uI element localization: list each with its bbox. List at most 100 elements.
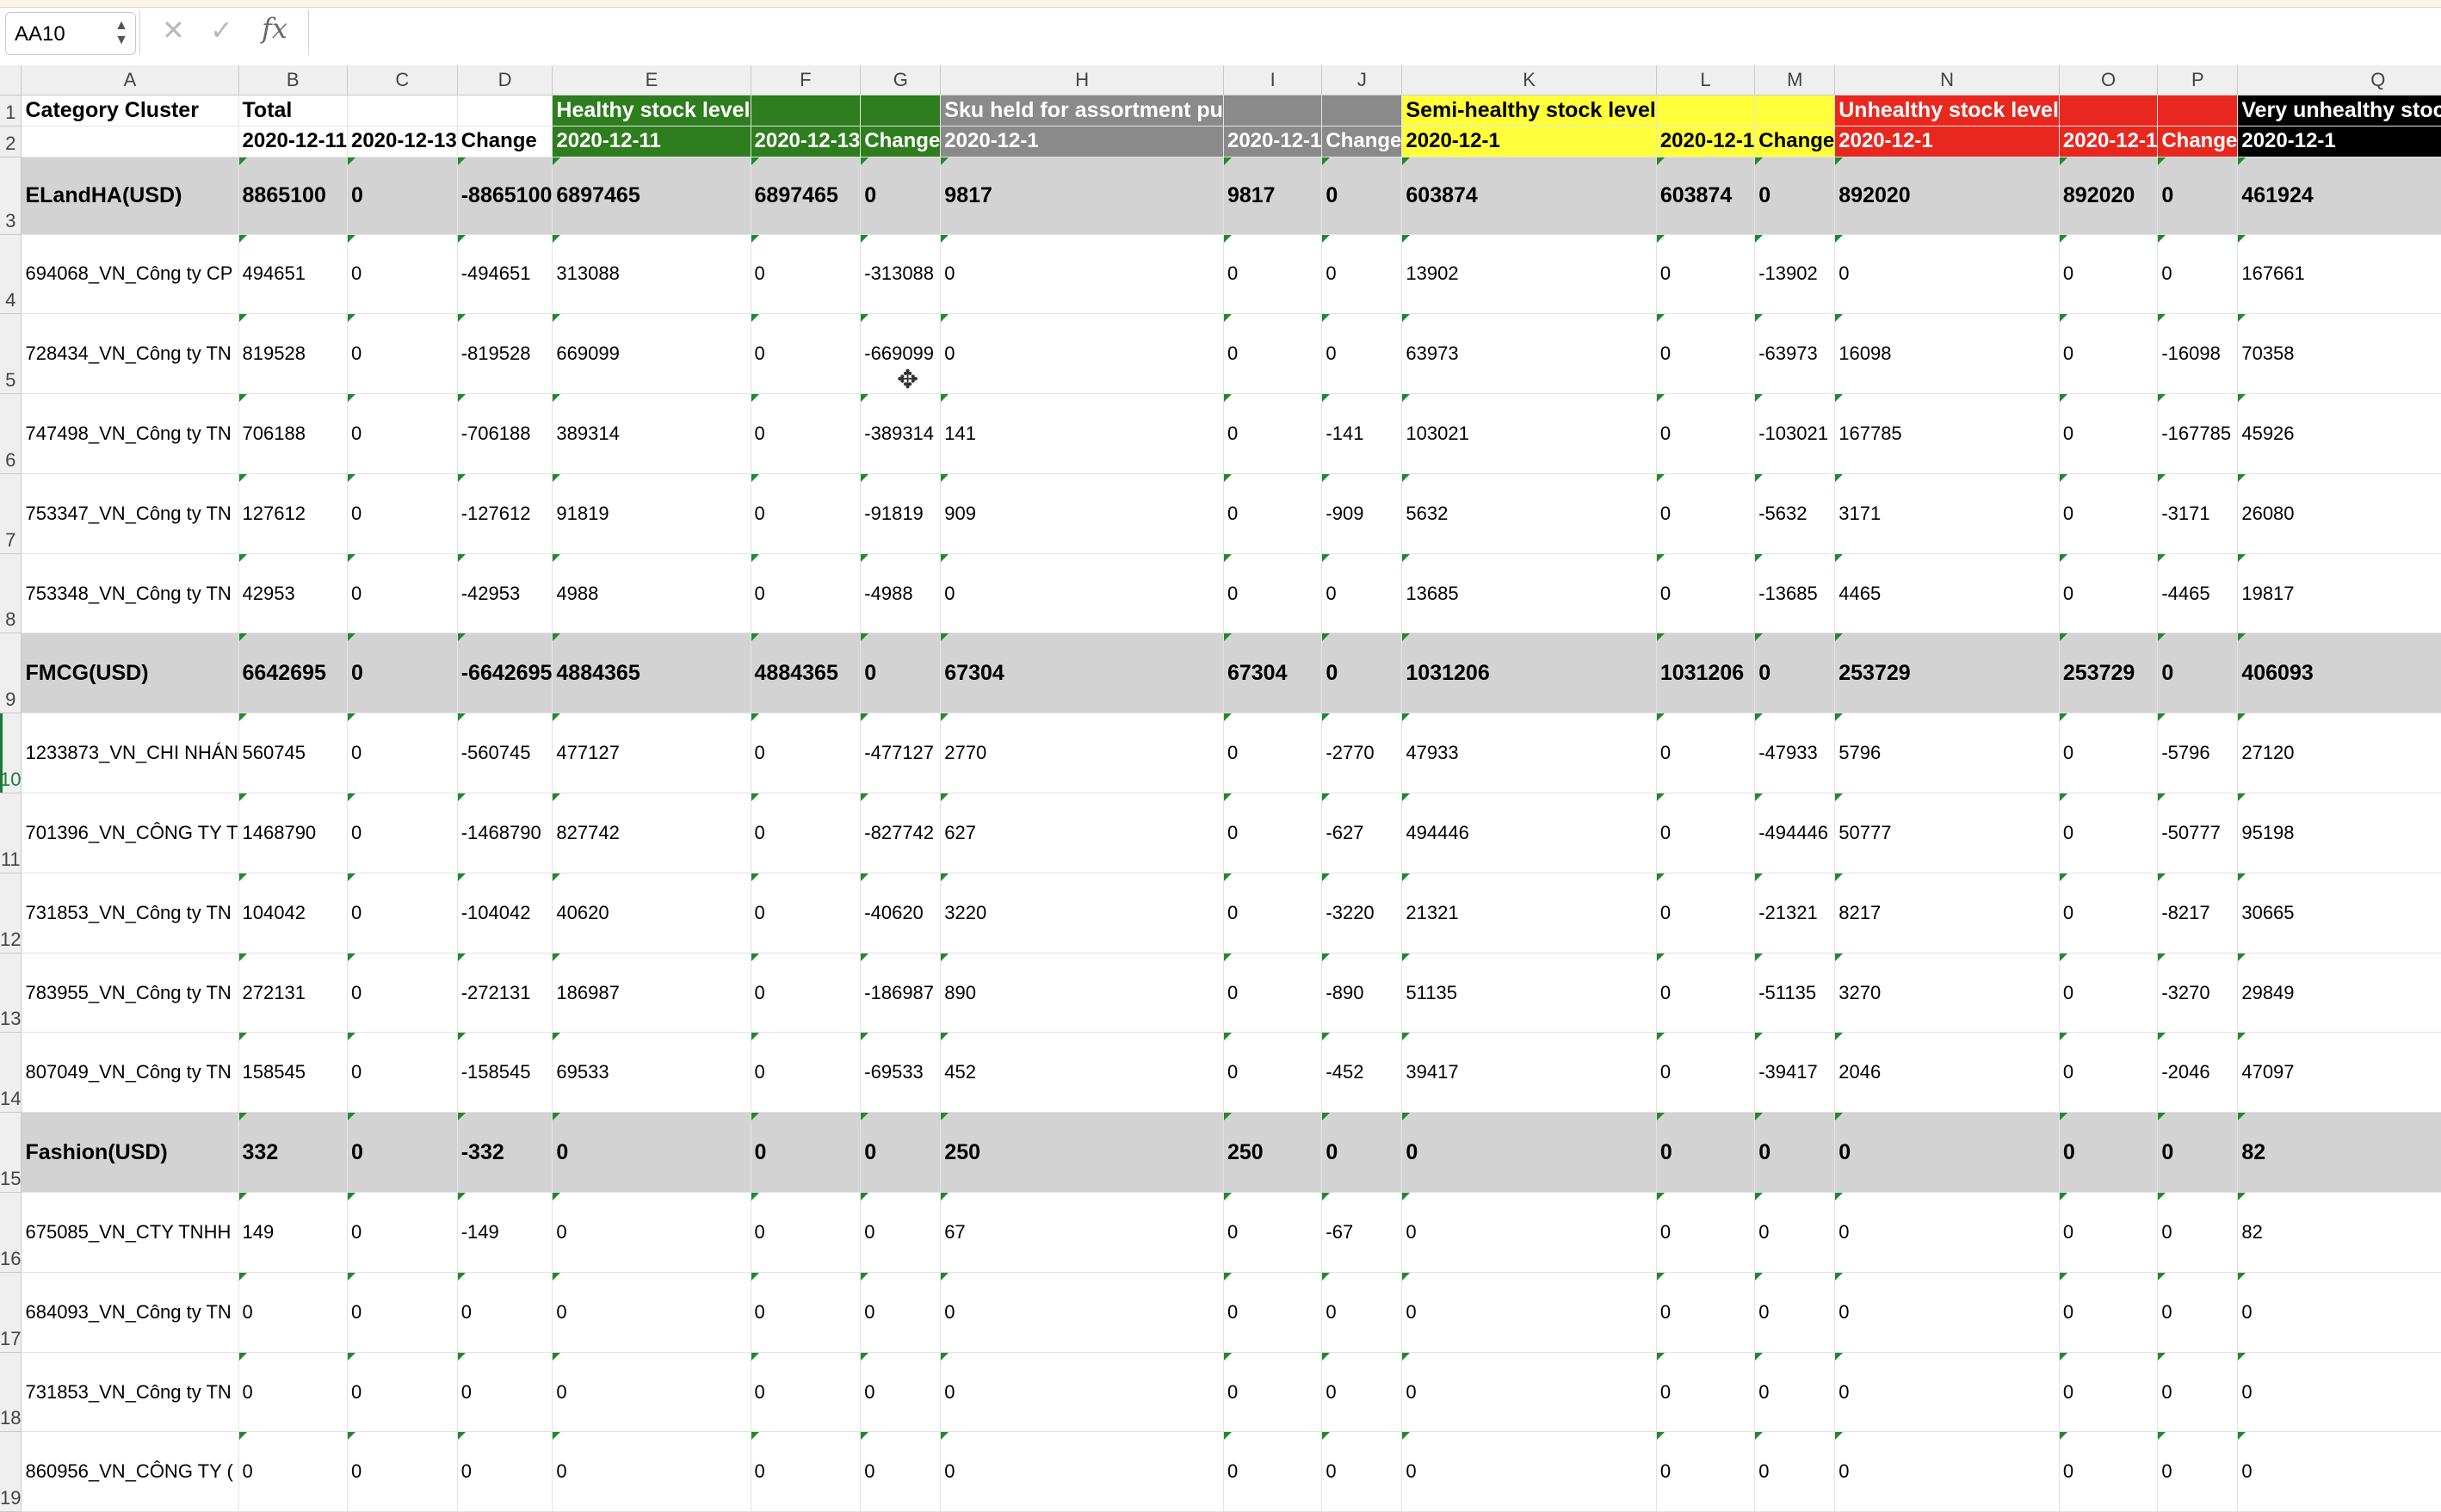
value-cell[interactable]: 186987 [552, 953, 751, 1034]
row-header-2[interactable]: 2 [0, 126, 22, 157]
value-cell[interactable]: 0 [1223, 1431, 1323, 1512]
value-cell[interactable]: 0 [347, 157, 458, 235]
value-cell[interactable]: 0 [347, 1112, 458, 1194]
value-cell[interactable]: 313088 [552, 234, 751, 315]
header-cell[interactable]: Change [1754, 126, 1836, 157]
header-cell[interactable] [21, 126, 239, 157]
value-cell[interactable]: 0 [1223, 234, 1323, 315]
value-cell[interactable]: 0 [751, 713, 862, 794]
value-cell[interactable]: 167785 [1834, 393, 2060, 474]
value-cell[interactable]: 0 [2059, 1112, 2159, 1194]
value-cell[interactable]: 0 [2237, 1352, 2441, 1433]
value-cell[interactable]: -332 [457, 1112, 553, 1194]
value-cell[interactable]: 0 [1754, 1112, 1836, 1194]
value-cell[interactable]: 0 [1321, 157, 1403, 235]
header-cell[interactable]: 2020-12-1 [2237, 126, 2441, 157]
value-cell[interactable]: 0 [2157, 234, 2239, 315]
value-cell[interactable]: -819528 [457, 313, 553, 395]
value-cell[interactable]: 45926 [2237, 393, 2441, 474]
value-cell[interactable]: -16098 [2157, 313, 2239, 395]
value-cell[interactable]: 0 [1834, 234, 2060, 315]
value-cell[interactable]: 0 [860, 633, 942, 714]
value-cell[interactable]: 603874 [1401, 157, 1657, 235]
category-cell[interactable]: 728434_VN_Công ty TN [21, 313, 239, 395]
select-all-corner[interactable] [0, 65, 22, 96]
value-cell[interactable]: 0 [238, 1352, 348, 1433]
category-cell[interactable]: 694068_VN_Công ty CP [21, 234, 239, 315]
value-cell[interactable]: 0 [1321, 553, 1403, 634]
value-cell[interactable]: 30665 [2237, 873, 2441, 953]
value-cell[interactable]: 272131 [238, 953, 348, 1034]
row-header-9[interactable]: 9 [0, 633, 22, 714]
column-header-i[interactable]: I [1223, 65, 1323, 96]
value-cell[interactable]: 0 [940, 234, 1224, 315]
value-cell[interactable]: 26080 [2237, 473, 2441, 554]
value-cell[interactable]: -452 [1321, 1032, 1403, 1114]
header-cell[interactable]: Sku held for assortment pu [940, 95, 1224, 127]
value-cell[interactable]: 477127 [552, 713, 751, 794]
value-cell[interactable]: -47933 [1754, 713, 1836, 794]
value-cell[interactable]: 0 [1656, 473, 1756, 554]
value-cell[interactable]: 3270 [1834, 953, 2060, 1034]
column-header-o[interactable]: O [2059, 65, 2159, 96]
value-cell[interactable]: 0 [2157, 1272, 2239, 1353]
value-cell[interactable]: 0 [1223, 1032, 1323, 1114]
value-cell[interactable]: 13902 [1401, 234, 1657, 315]
value-cell[interactable]: -3270 [2157, 953, 2239, 1034]
value-cell[interactable]: -104042 [457, 873, 553, 953]
value-cell[interactable]: 16098 [1834, 313, 2060, 395]
value-cell[interactable]: 0 [1656, 313, 1756, 395]
header-cell[interactable] [1656, 95, 1756, 127]
row-header-5[interactable]: 5 [0, 313, 22, 395]
value-cell[interactable]: 0 [1401, 1272, 1657, 1353]
value-cell[interactable]: 0 [1321, 1431, 1403, 1512]
value-cell[interactable]: 141 [940, 393, 1224, 474]
header-cell[interactable] [860, 95, 942, 127]
header-cell[interactable]: 2020-12-1 [1401, 126, 1657, 157]
header-cell[interactable]: 2020-12-1 [940, 126, 1224, 157]
value-cell[interactable]: 1031206 [1401, 633, 1657, 714]
header-cell[interactable]: Total [238, 95, 348, 127]
value-cell[interactable]: 0 [751, 234, 862, 315]
column-header-a[interactable]: A [21, 65, 239, 96]
category-cell[interactable]: 675085_VN_CTY TNHH [21, 1192, 239, 1273]
value-cell[interactable]: 0 [1223, 873, 1323, 953]
value-cell[interactable]: 4884365 [751, 633, 862, 714]
value-cell[interactable]: 603874 [1656, 157, 1756, 235]
value-cell[interactable]: 27120 [2237, 713, 2441, 794]
value-cell[interactable]: 2046 [1834, 1032, 2060, 1114]
value-cell[interactable]: 819528 [238, 313, 348, 395]
value-cell[interactable]: 0 [347, 1431, 458, 1512]
value-cell[interactable]: 0 [940, 1272, 1224, 1353]
value-cell[interactable]: 158545 [238, 1032, 348, 1114]
value-cell[interactable]: 0 [1223, 473, 1323, 554]
value-cell[interactable]: -13902 [1754, 234, 1836, 315]
value-cell[interactable]: 0 [2157, 1431, 2239, 1512]
category-cell[interactable]: 807049_VN_Công ty TN [21, 1032, 239, 1114]
value-cell[interactable]: -6642695 [457, 633, 553, 714]
value-cell[interactable]: 0 [347, 553, 458, 634]
category-cell[interactable]: 753348_VN_Công ty TN [21, 553, 239, 634]
value-cell[interactable]: -51135 [1754, 953, 1836, 1034]
value-cell[interactable]: 9817 [940, 157, 1224, 235]
column-header-m[interactable]: M [1754, 65, 1836, 96]
value-cell[interactable]: 892020 [1834, 157, 2060, 235]
row-header-10[interactable]: 10 [0, 713, 22, 794]
column-header-c[interactable]: C [347, 65, 458, 96]
value-cell[interactable]: 0 [347, 473, 458, 554]
value-cell[interactable]: -13685 [1754, 553, 1836, 634]
value-cell[interactable]: 0 [2059, 234, 2159, 315]
row-header-3[interactable]: 3 [0, 157, 22, 235]
value-cell[interactable]: 0 [347, 234, 458, 315]
value-cell[interactable]: 0 [1223, 713, 1323, 794]
value-cell[interactable]: 67 [940, 1192, 1224, 1273]
value-cell[interactable]: 50777 [1834, 793, 2060, 873]
value-cell[interactable]: 0 [1401, 1352, 1657, 1433]
value-cell[interactable]: 627 [940, 793, 1224, 873]
value-cell[interactable]: 0 [860, 1352, 942, 1433]
formula-input[interactable] [308, 10, 2441, 55]
value-cell[interactable]: 0 [751, 1112, 862, 1194]
value-cell[interactable]: -669099 [860, 313, 942, 395]
value-cell[interactable]: 0 [2059, 1032, 2159, 1114]
value-cell[interactable]: 0 [860, 1112, 942, 1194]
